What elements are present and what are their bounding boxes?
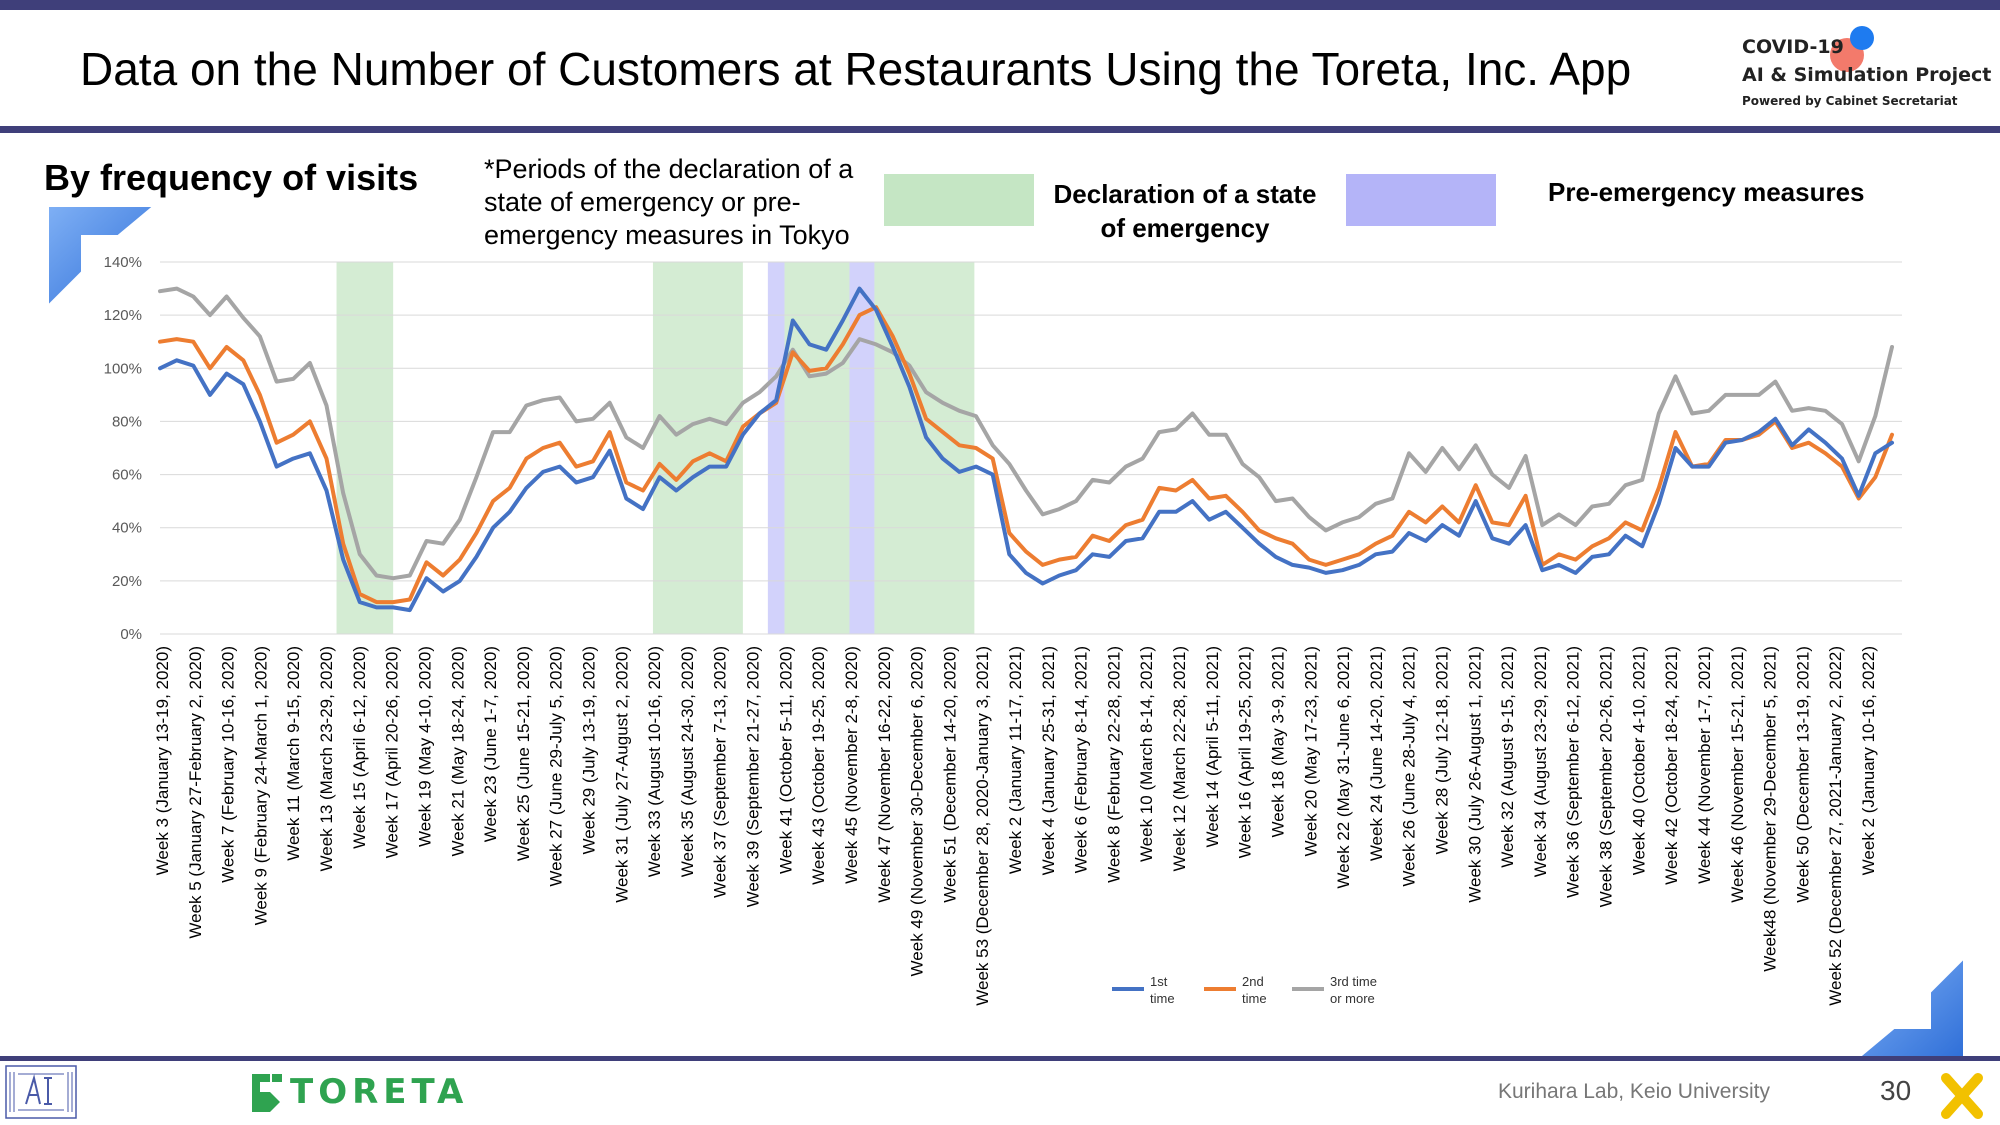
x-tick-label: Week 34 (August 23-29, 2021) bbox=[1531, 646, 1550, 877]
logo-blue-dot-icon bbox=[1850, 26, 1874, 50]
x-tick-label: Week 51 (December 14-20, 2020) bbox=[940, 646, 959, 903]
x-mark-icon bbox=[1941, 1073, 1983, 1119]
x-tick-label: Week 45 (November 2-8, 2020) bbox=[842, 646, 861, 884]
x-tick-label: Week 44 (November 1-7, 2021) bbox=[1695, 646, 1714, 884]
y-tick-label: 60% bbox=[112, 467, 142, 484]
x-tick-label: Week 6 (February 8-14, 2021) bbox=[1072, 646, 1091, 873]
legend-pre-emergency-swatch bbox=[1346, 174, 1496, 226]
project-logo-line3: Powered by Cabinet Secretariat bbox=[1742, 94, 1958, 108]
x-tick-label: Week 27 (June 29-July 5, 2020) bbox=[547, 646, 566, 887]
x-tick-label: Week 41 (October 5-11, 2020) bbox=[776, 646, 795, 874]
x-tick-label: Week 12 (March 22-28, 2021) bbox=[1170, 646, 1189, 872]
x-tick-label: Week 42 (October 18-24, 2021) bbox=[1662, 646, 1681, 885]
legend-label-3: 3rd time or more bbox=[1330, 974, 1377, 1006]
emergency-period-band bbox=[784, 262, 850, 634]
top-accent-bar bbox=[0, 0, 2000, 10]
x-tick-label: Week 50 (December 13-19, 2021) bbox=[1793, 646, 1812, 903]
x-tick-label: Week 49 (November 30-December 6, 2020) bbox=[908, 646, 927, 976]
x-tick-label: Week 3 (January 13-19, 2020) bbox=[153, 646, 172, 875]
series-line-3 bbox=[158, 286, 1894, 581]
chart-subtitle: By frequency of visits bbox=[44, 157, 419, 198]
toreta-logo-icon bbox=[252, 1074, 282, 1112]
x-tick-label: Week 9 (February 24-March 1, 2020) bbox=[251, 646, 270, 925]
series-line-2 bbox=[158, 305, 1894, 605]
x-tick-label: Week 47 (November 16-22, 2020) bbox=[875, 646, 894, 903]
x-tick-label: Week 26 (June 28-July 4, 2021) bbox=[1400, 646, 1419, 887]
legend-emergency-label: Declaration of a state of emergency bbox=[1053, 179, 1317, 243]
legend-label-2: 2nd time bbox=[1242, 974, 1267, 1006]
footer-credit: Kurihara Lab, Keio University bbox=[1498, 1080, 1770, 1103]
x-tick-label: Week 33 (August 10-16, 2020) bbox=[645, 646, 664, 877]
keio-lab-logo-icon bbox=[5, 1065, 77, 1119]
x-tick-label: Week 31 (July 27-August 2, 2020) bbox=[612, 646, 631, 903]
x-tick-label: Week 7 (February 10-16, 2020) bbox=[219, 646, 238, 883]
project-logo: COVID-19 AI & Simulation Project Powered… bbox=[1742, 24, 1991, 120]
x-tick-label: Week 36 (September 6-12, 2021) bbox=[1564, 646, 1583, 898]
legend-pre-emergency-label: Pre-emergency measures bbox=[1548, 177, 1865, 207]
x-tick-label: Week 5 (January 27-February 2, 2020) bbox=[186, 646, 205, 939]
emergency-period-band bbox=[874, 262, 975, 634]
x-tick-label: Week 13 (March 23-29, 2020) bbox=[317, 646, 336, 872]
x-tick-label: Week 16 (April 19-25, 2021) bbox=[1236, 646, 1255, 858]
toreta-brand-text: TORETA bbox=[290, 1072, 469, 1112]
x-tick-label: Week 19 (May 4-10, 2020) bbox=[416, 646, 435, 847]
x-tick-label: Week 20 (May 17-23, 2021) bbox=[1301, 646, 1320, 856]
x-tick-label: Week 39 (September 21-27, 2020) bbox=[744, 646, 763, 907]
emergency-period-band bbox=[652, 262, 743, 634]
y-tick-label: 20% bbox=[112, 573, 142, 590]
x-tick-label: Week48 (November 29-December 5, 2021) bbox=[1761, 646, 1780, 972]
x-tick-label: Week 15 (April 6-12, 2020) bbox=[350, 646, 369, 849]
x-tick-label: Week 11 (March 9-15, 2020) bbox=[284, 646, 303, 861]
period-note: *Periods of the declaration of a state o… bbox=[484, 154, 854, 250]
y-tick-label: 0% bbox=[120, 626, 142, 643]
x-tick-label: Week 24 (June 14-20, 2021) bbox=[1367, 646, 1386, 861]
y-tick-label: 140% bbox=[104, 254, 142, 271]
slide-title: Data on the Number of Customers at Resta… bbox=[80, 43, 1632, 95]
y-tick-label: 120% bbox=[104, 307, 142, 324]
x-tick-label: Week 30 (July 26-August 1, 2021) bbox=[1465, 646, 1484, 903]
y-tick-label: 100% bbox=[104, 360, 142, 377]
legend-label-1: 1st time bbox=[1150, 974, 1175, 1006]
project-logo-line1: COVID-19 bbox=[1742, 36, 1844, 58]
x-tick-label: Week 22 (May 31-June 6, 2021) bbox=[1334, 646, 1353, 889]
y-tick-label: 80% bbox=[112, 413, 142, 430]
x-tick-label: Week 32 (August 9-15, 2021) bbox=[1498, 646, 1517, 868]
x-tick-label: Week 43 (October 19-25, 2020) bbox=[809, 646, 828, 885]
pre-emergency-period-band bbox=[767, 262, 785, 634]
x-tick-label: Week 29 (July 13-19, 2020) bbox=[580, 646, 599, 855]
x-tick-label: Week 2 (January 10-16, 2022) bbox=[1859, 646, 1878, 875]
x-tick-label: Week 10 (March 8-14, 2021) bbox=[1137, 646, 1156, 862]
x-tick-label: Week 37 (September 7-13, 2020) bbox=[711, 646, 730, 898]
x-tick-label: Week 53 (December 28, 2020-January 3, 20… bbox=[973, 646, 992, 1006]
x-tick-label: Week 4 (January 25-31, 2021) bbox=[1039, 646, 1058, 875]
page-number: 30 bbox=[1880, 1075, 1912, 1106]
x-tick-label: Week 35 (August 24-30, 2020) bbox=[678, 646, 697, 877]
x-tick-label: Week 14 (April 5-11, 2021) bbox=[1203, 646, 1222, 848]
series-line-1 bbox=[158, 286, 1894, 613]
y-tick-label: 40% bbox=[112, 520, 142, 537]
legend-emergency-swatch bbox=[884, 174, 1034, 226]
x-tick-label: Week 25 (June 15-21, 2020) bbox=[514, 646, 533, 861]
x-tick-label: Week 38 (September 20-26, 2021) bbox=[1597, 646, 1616, 907]
footer-divider bbox=[0, 1056, 2000, 1061]
x-tick-label: Week 17 (April 20-26, 2020) bbox=[383, 646, 402, 858]
x-tick-label: Week 52 (December 27, 2021-January 2, 20… bbox=[1826, 646, 1845, 1006]
x-tick-label: Week 23 (June 1-7, 2020) bbox=[481, 646, 500, 842]
x-tick-label: Week 46 (November 15-21, 2021) bbox=[1728, 646, 1747, 903]
pre-emergency-period-band bbox=[849, 262, 875, 634]
x-tick-label: Week 40 (October 4-10, 2021) bbox=[1629, 646, 1648, 875]
x-tick-label: Week 21 (May 18-24, 2020) bbox=[448, 646, 467, 856]
x-tick-label: Week 18 (May 3-9, 2021) bbox=[1269, 646, 1288, 838]
x-tick-label: Week 8 (February 22-28, 2021) bbox=[1104, 646, 1123, 883]
project-logo-line2: AI & Simulation Project bbox=[1742, 64, 1992, 86]
title-divider bbox=[0, 126, 2000, 133]
corner-bracket-icon bbox=[47, 205, 156, 308]
x-tick-label: Week 28 (July 12-18, 2021) bbox=[1433, 646, 1452, 855]
x-tick-label: Week 2 (January 11-17, 2021) bbox=[1006, 646, 1025, 874]
